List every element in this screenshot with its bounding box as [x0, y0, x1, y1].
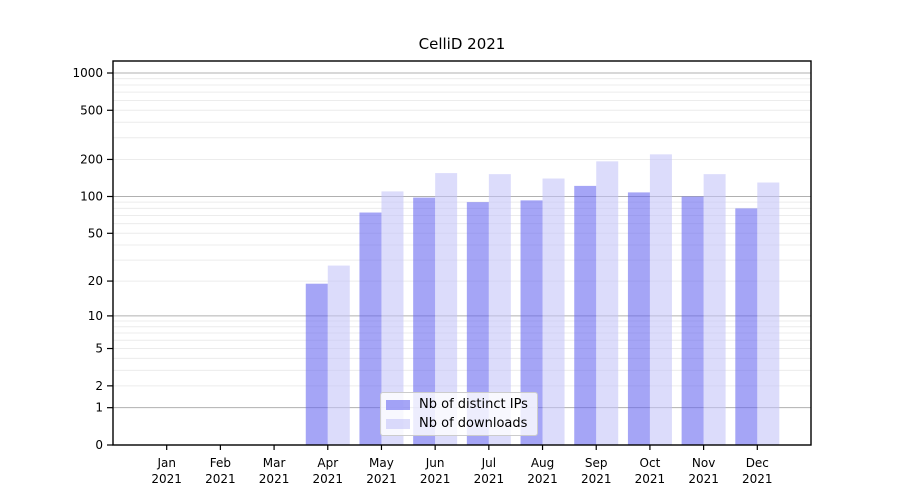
axes-box [112, 60, 812, 446]
bar-distinct-ips-jul [466, 202, 489, 445]
x-tick-label-year: 2021 [259, 472, 290, 486]
x-tick-label-year: 2021 [420, 472, 451, 486]
bar-downloads-jul [488, 174, 511, 446]
legend-item-distinct-ips: Nb of distinct IPs [386, 398, 528, 411]
legend-label-downloads: Nb of downloads [419, 416, 528, 431]
bar-distinct-ips-jun [413, 197, 436, 445]
y-tick-label: 0 [95, 438, 103, 452]
x-tick-label-month: Sep [585, 456, 608, 470]
legend-label-distinct-ips: Nb of distinct IPs [419, 397, 528, 412]
x-tick-label-year: 2021 [151, 472, 182, 486]
y-tick-label: 50 [88, 226, 103, 240]
y-tick-label: 1 [95, 401, 103, 415]
bar-distinct-ips-nov [681, 196, 704, 445]
bar-distinct-ips-may [359, 212, 382, 445]
bar-downloads-aug [542, 178, 565, 446]
legend-swatch-downloads [386, 418, 410, 429]
x-tick-label-year: 2021 [474, 472, 505, 486]
x-tick-label-year: 2021 [688, 472, 719, 486]
x-tick-label-year: 2021 [312, 472, 343, 486]
bar-downloads-dec [757, 182, 780, 445]
x-tick-label-month: May [369, 456, 394, 470]
bar-distinct-ips-dec [735, 208, 758, 445]
y-tick-label: 500 [80, 103, 103, 117]
x-tick-label-month: Jul [481, 456, 496, 470]
y-tick-label: 200 [80, 152, 103, 166]
y-tick-label: 2 [95, 379, 103, 393]
bar-downloads-sep [596, 161, 619, 445]
x-tick-label-year: 2021 [635, 472, 666, 486]
bar-distinct-ips-apr [305, 283, 328, 445]
x-tick-label-month: Apr [317, 456, 338, 470]
x-tick-label-month: Oct [640, 456, 661, 470]
x-tick-label-year: 2021 [581, 472, 612, 486]
bar-downloads-may [381, 191, 404, 445]
x-tick-label-year: 2021 [366, 472, 397, 486]
y-tick-label: 10 [88, 309, 103, 323]
bar-distinct-ips-sep [574, 185, 597, 445]
bar-distinct-ips-aug [520, 200, 543, 445]
y-tick-label: 5 [95, 342, 103, 356]
bar-downloads-oct [649, 154, 672, 445]
chart-title: CelliD 2021 [418, 35, 506, 53]
bar-distinct-ips-oct [627, 192, 650, 445]
x-tick-label-year: 2021 [742, 472, 773, 486]
x-tick-label-month: Aug [531, 456, 554, 470]
x-tick-label-month: Feb [210, 456, 231, 470]
x-tick-label-month: Nov [692, 456, 715, 470]
y-tick-label: 100 [80, 190, 103, 204]
x-tick-label-month: Jan [156, 456, 176, 470]
legend: Nb of distinct IPs Nb of downloads [380, 392, 538, 436]
legend-item-downloads: Nb of downloads [386, 417, 528, 430]
bar-downloads-jun [435, 173, 458, 445]
bar-downloads-nov [703, 174, 726, 446]
x-tick-label-month: Dec [746, 456, 769, 470]
bar-downloads-apr [327, 265, 350, 445]
y-tick-label: 20 [88, 274, 103, 288]
x-tick-label-month: Mar [263, 456, 286, 470]
x-tick-label-year: 2021 [205, 472, 236, 486]
legend-swatch-distinct-ips [386, 399, 410, 410]
x-tick-label-year: 2021 [527, 472, 558, 486]
x-tick-label-month: Jun [425, 456, 445, 470]
y-tick-label: 1000 [72, 66, 103, 80]
